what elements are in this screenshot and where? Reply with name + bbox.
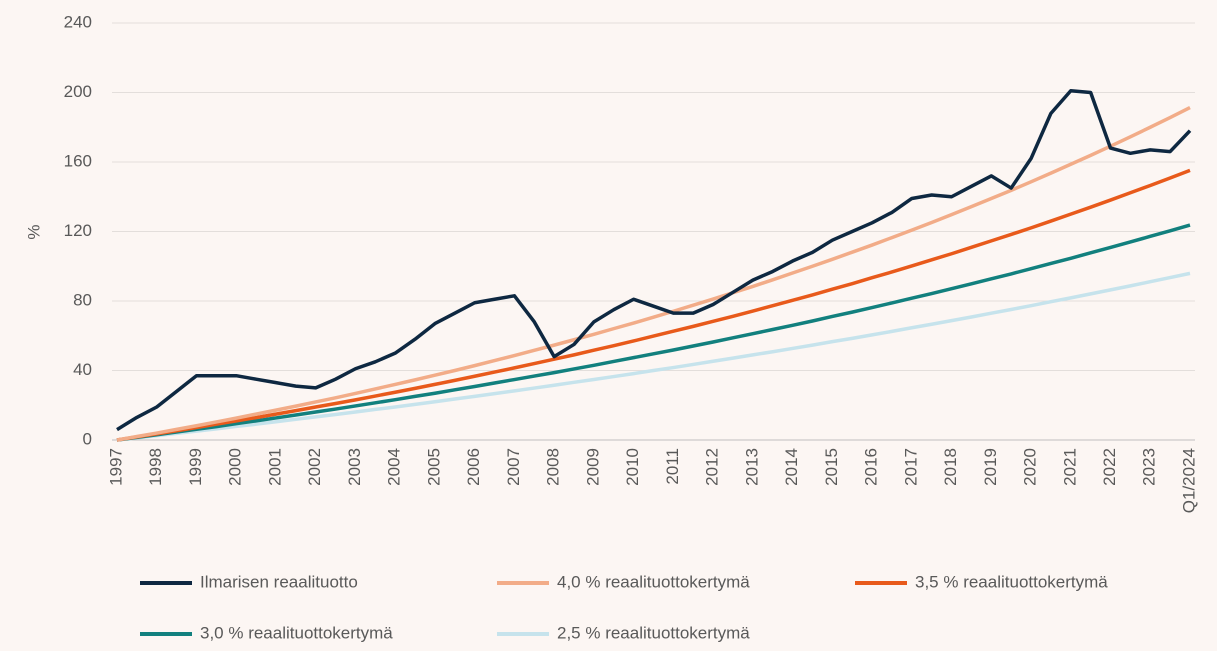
x-tick-label: 2001 — [265, 448, 284, 486]
x-tick-label: 2008 — [544, 448, 563, 486]
y-tick-label: 240 — [64, 12, 92, 31]
series-line — [116, 271, 1191, 442]
y-tick-label: 200 — [64, 82, 92, 101]
y-axis-label: % — [24, 224, 43, 239]
legend-label: 4,0 % reaalituottokertymä — [557, 572, 750, 591]
y-tick-label: 80 — [73, 290, 92, 309]
x-tick-label: 2009 — [583, 448, 602, 486]
series-line — [116, 106, 1191, 442]
x-tick-label: 2011 — [663, 448, 682, 485]
x-tick-label: 2002 — [305, 448, 324, 486]
x-tick-label: 2020 — [1021, 448, 1040, 486]
legend-label: 3,0 % reaalituottokertymä — [200, 623, 393, 642]
x-tick-label: 2007 — [504, 448, 523, 486]
x-tick-label: 2012 — [703, 448, 722, 486]
series-line — [116, 89, 1192, 432]
y-tick-label: 40 — [73, 360, 92, 379]
x-tick-label: 1998 — [146, 448, 165, 486]
x-tick-label: 1997 — [106, 448, 125, 486]
x-tick-label: 2016 — [862, 448, 881, 486]
x-tick-label: 2018 — [941, 448, 960, 486]
series-line — [116, 223, 1191, 442]
legend-label: Ilmarisen reaalituotto — [200, 572, 358, 591]
x-tick-label: 2003 — [345, 448, 364, 486]
x-tick-label: 2021 — [1060, 448, 1079, 486]
x-tick-label: 2015 — [822, 448, 841, 486]
x-tick-label: 2005 — [424, 448, 443, 486]
y-tick-label: 160 — [64, 151, 92, 170]
x-tick-label: Q1/2024 — [1179, 448, 1198, 513]
x-tick-label: 1999 — [186, 448, 205, 486]
x-tick-label: 2010 — [623, 448, 642, 486]
x-tick-label: 2022 — [1100, 448, 1119, 486]
x-tick-label: 2000 — [226, 448, 245, 486]
x-tick-label: 2017 — [901, 448, 920, 486]
legend-label: 3,5 % reaalituottokertymä — [915, 572, 1108, 591]
y-tick-label: 120 — [64, 221, 92, 240]
x-tick-label: 2014 — [782, 448, 801, 486]
legend-label: 2,5 % reaalituottokertymä — [557, 623, 750, 642]
x-tick-label: 2013 — [742, 448, 761, 486]
series-line — [116, 168, 1191, 442]
x-tick-label: 2006 — [464, 448, 483, 486]
x-tick-label: 2019 — [981, 448, 1000, 486]
x-tick-label: 2023 — [1140, 448, 1159, 486]
y-tick-label: 0 — [83, 429, 92, 448]
x-tick-label: 2004 — [385, 448, 404, 486]
